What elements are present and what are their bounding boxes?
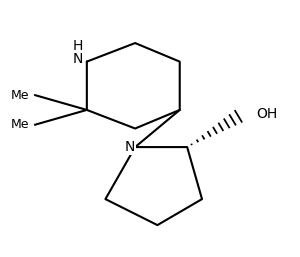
Text: Me: Me <box>11 118 29 131</box>
Text: Me: Me <box>11 89 29 102</box>
Text: OH: OH <box>256 107 277 121</box>
Text: H
N: H N <box>72 39 83 66</box>
Text: N: N <box>124 140 135 154</box>
